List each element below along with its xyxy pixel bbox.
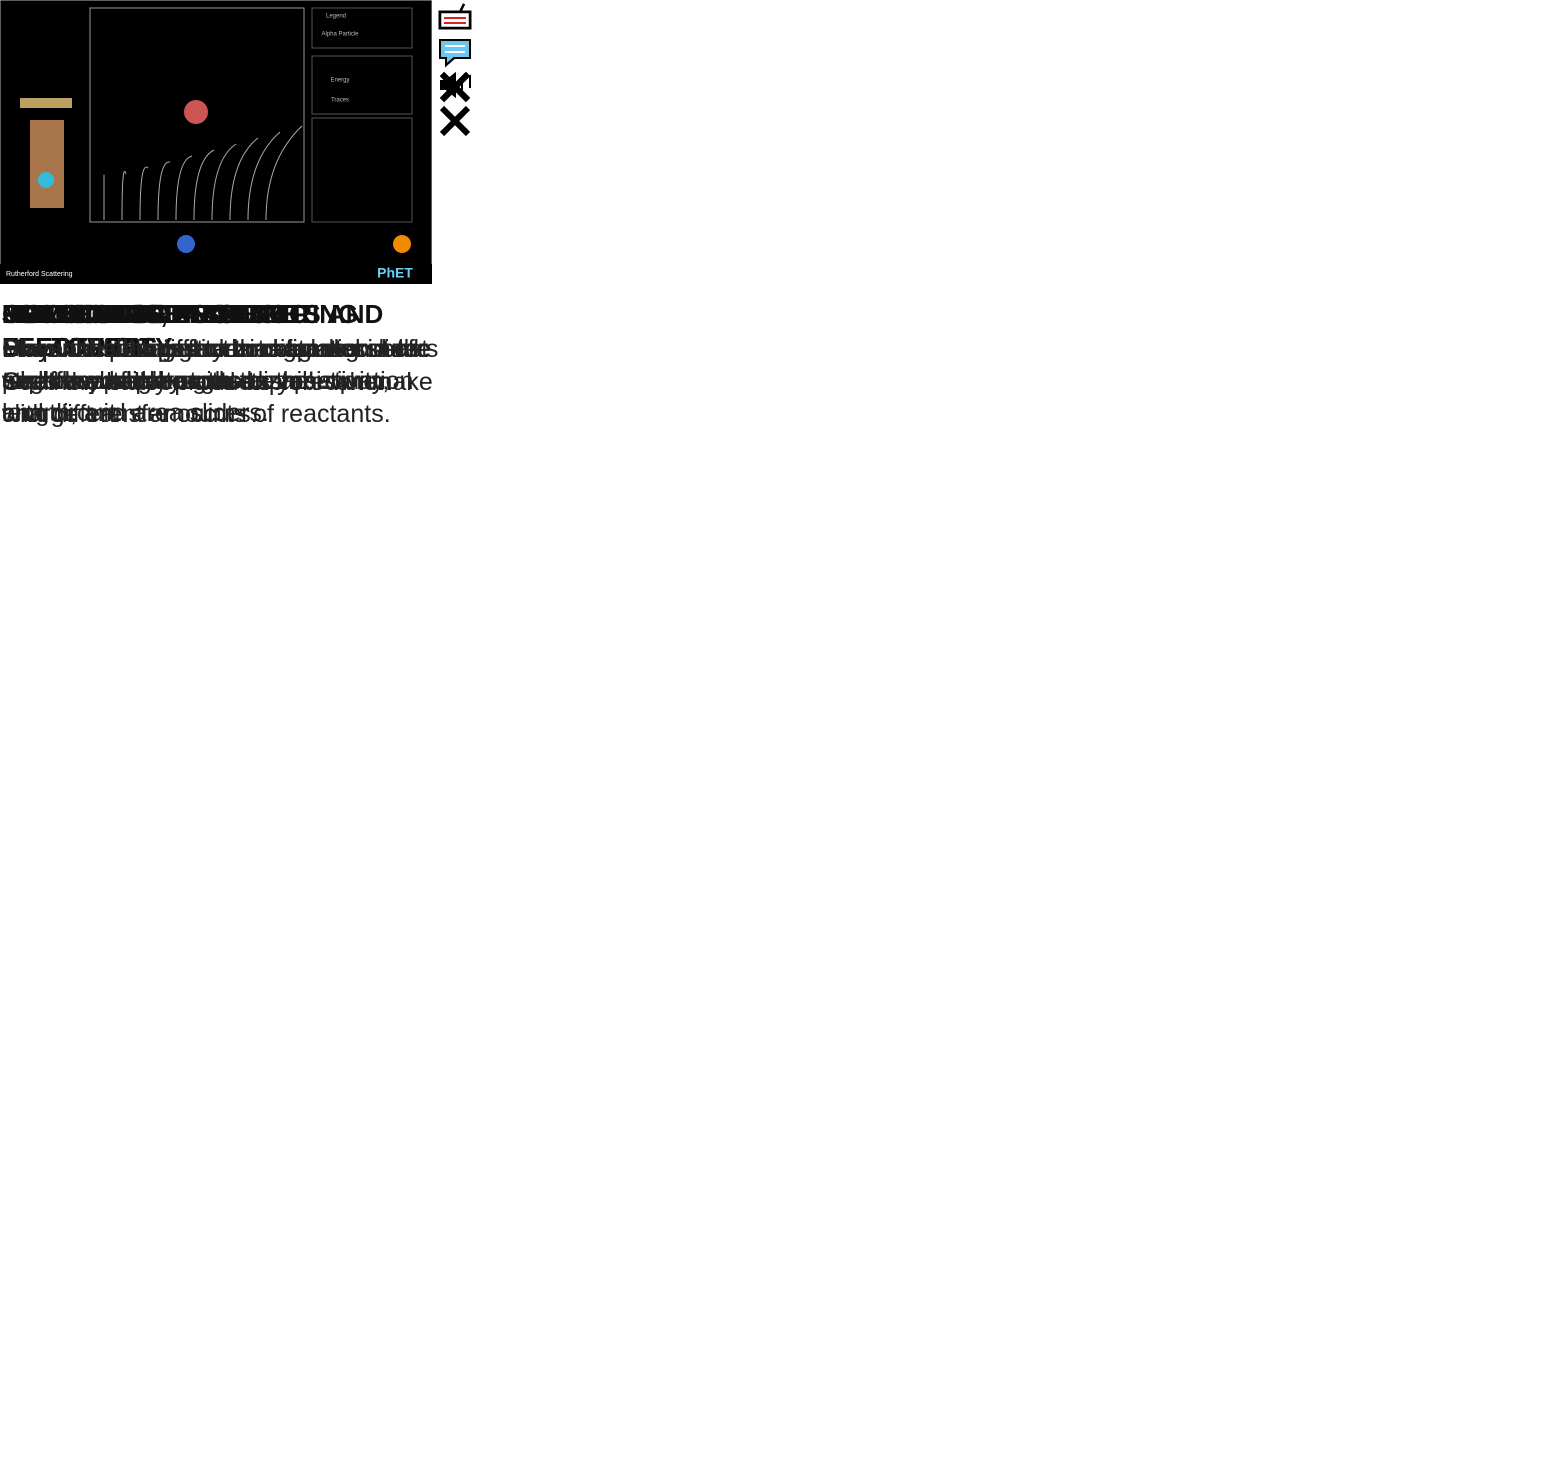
card-title-text: BALLOONS AND STATIC ELECTRICITY: [2, 299, 308, 362]
icon-part: [439, 71, 471, 103]
card-description: Observe how different molecules react to…: [2, 335, 429, 395]
thumbnail-label: Alpha Particle: [321, 32, 359, 38]
icon-part: [445, 45, 465, 53]
card-title: FRICTION Move the Chemistry book and obse…: [2, 298, 442, 397]
toolbar-icons: [438, 3, 472, 103]
card-title-text: JOHN TRAVOLTAGE: [2, 299, 255, 329]
icon-part: [459, 3, 465, 13]
thumbnail-art: [157, 161, 171, 221]
thumbnail-art: [175, 155, 193, 221]
thumbnail-caption: Rutherford Scattering: [6, 271, 73, 278]
card-description: Stream alpha particles to figure out the…: [2, 335, 432, 395]
thumbnail-art: [265, 125, 303, 221]
card-title-text: MOLECULES AND LIGHT: [2, 299, 314, 329]
thumbnail-art: [139, 166, 149, 221]
thumbnail-art: [177, 235, 195, 253]
card-description: Play with voltage and resistance sliders…: [2, 335, 439, 427]
brand-logo: PhET: [377, 265, 413, 281]
card-description: Drop balls through a triangular grid of …: [2, 335, 415, 395]
icon-part: [444, 17, 466, 24]
thumbnail-art: [311, 7, 413, 49]
card-description: Play with John’s foot and arm to explore…: [2, 335, 356, 395]
thumbnail-art: [30, 120, 64, 208]
card-title-text: FRICTION: [2, 299, 125, 329]
thumbnail: Legend Alpha Particle Energy Traces Rutherfo…: [0, 0, 432, 284]
card-description: Grab the balloon and explore when charge…: [2, 368, 392, 428]
thumbnail-art: [311, 55, 413, 115]
card-title: BALLOONS AND STATIC ELECTRICITY Grab the …: [2, 298, 442, 430]
card-title: RESISTANCE IN A WIRE Observe changes to t…: [2, 298, 442, 429]
card-description: See how many products you can make with …: [2, 368, 433, 428]
card-title: OHM'S LAW Play with voltage and resistanc…: [2, 298, 442, 429]
thumbnail-art: [38, 172, 54, 188]
icon-part: [439, 105, 471, 137]
card-title-text: OHM'S LAW: [2, 299, 152, 329]
thumbnail-art: [229, 137, 259, 221]
thumbnail-label: Legend: [326, 14, 346, 20]
thumbnail-art: [20, 98, 72, 108]
card-title-text: RUTHERFORD SCATTERING: [2, 299, 359, 329]
thumbnail-art: [193, 149, 215, 221]
card-title-text: RESISTANCE IN A WIRE: [2, 299, 301, 329]
thumbnail-art: [311, 117, 413, 223]
thumbnail-art: [211, 143, 237, 221]
card-title: MOLECULES AND LIGHT Observe how different…: [2, 298, 442, 397]
card-description: Observe changes to the equation and wire…: [2, 335, 419, 427]
card-title: REACTANTS, PRODUCTS AND LEFTOVERS See how…: [2, 298, 442, 430]
card-title: RUTHERFORD SCATTERING Stream alpha partic…: [2, 298, 442, 397]
thumbnail-art: [393, 235, 411, 253]
card-title: JOHN TRAVOLTAGE Play with John’s foot and…: [2, 298, 442, 397]
icon-part: [438, 10, 472, 30]
thumbnail-art: [121, 170, 127, 221]
thumbnail-label: Energy: [330, 78, 349, 84]
thumbnail-art: [247, 131, 281, 221]
card-title-text: PLINKO PROBABILITY: [2, 299, 284, 329]
thumbnail-art: [0, 264, 432, 284]
thumbnail-art: [184, 100, 208, 124]
card-description: Move the Chemistry book and observe what…: [2, 335, 430, 395]
thumbnail-label: Traces: [331, 98, 349, 104]
card-title-text: REACTANTS, PRODUCTS AND LEFTOVERS: [2, 299, 384, 362]
card-title: PLINKO PROBABILITY Drop balls through a t…: [2, 298, 442, 397]
